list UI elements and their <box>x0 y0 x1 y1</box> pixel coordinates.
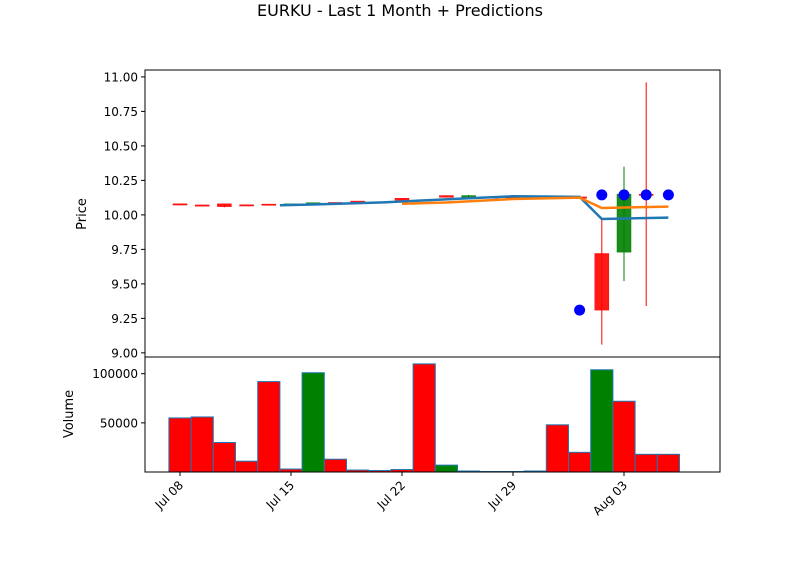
volume-bars <box>168 363 680 473</box>
volume-y-tick-label: 50000 <box>100 416 138 430</box>
price-y-tick-label: 10.75 <box>104 105 138 119</box>
volume-y-tick-label: 100000 <box>92 367 138 381</box>
volume-bar <box>545 424 569 473</box>
candle <box>594 219 610 345</box>
volume-bar <box>168 417 192 473</box>
x-tick-label: Aug 03 <box>590 478 630 518</box>
candle <box>217 203 232 208</box>
volume-bar <box>568 451 592 473</box>
candle <box>439 195 454 198</box>
candle-body <box>172 203 188 206</box>
candle <box>394 198 410 201</box>
volume-bar <box>257 381 281 473</box>
candle-body <box>594 253 610 311</box>
candle-body <box>394 198 410 201</box>
candle-body <box>239 204 254 207</box>
volume-bar <box>634 453 658 473</box>
forecast-line-2 <box>401 196 669 210</box>
price-y-tick-label: 10.25 <box>104 174 138 188</box>
x-tick-label: Jul 15 <box>263 478 297 512</box>
x-tick-label: Jul 08 <box>152 478 186 512</box>
price-y-tick-label: 10.50 <box>104 139 138 153</box>
price-y-tick-label: 11.00 <box>104 70 138 84</box>
price-y-tick-label: 9.50 <box>111 277 138 291</box>
x-ticks: Jul 08 Jul 15 Jul 22 Jul 29 Aug 03 <box>152 472 630 518</box>
volume-bar <box>212 442 237 473</box>
candle <box>194 204 210 207</box>
candle <box>172 203 188 206</box>
volume-bar <box>301 372 325 473</box>
price-y-ticks: 9.00 9.25 9.50 9.75 10.00 10.25 10.50 10.75 11.0… <box>104 70 145 360</box>
volume-bar <box>656 453 680 473</box>
candle <box>261 203 277 206</box>
x-tick-label: Jul 22 <box>374 478 408 512</box>
price-y-tick-label: 10.00 <box>104 208 138 222</box>
volume-bar <box>612 400 636 473</box>
prediction-point <box>662 189 674 201</box>
candle-body <box>616 193 632 253</box>
candle-body <box>194 204 210 207</box>
volume-bar <box>190 416 214 473</box>
chart-title: EURKU - Last 1 Month + Predictions <box>257 1 543 20</box>
volume-bar <box>235 460 259 473</box>
prediction-point <box>596 189 608 201</box>
candle-body <box>217 203 232 207</box>
price-plot-area <box>145 70 720 357</box>
price-y-label: Price <box>75 198 90 230</box>
candle-body <box>439 195 454 198</box>
forecast-line-1 <box>279 195 669 221</box>
candle <box>239 204 254 207</box>
volume-y-ticks: 50000 100000 <box>92 367 145 430</box>
volume-bar <box>323 458 347 473</box>
candle-body <box>261 203 277 206</box>
volume-bar <box>412 363 436 473</box>
price-y-tick-label: 9.00 <box>111 346 138 360</box>
volume-bar <box>434 464 458 473</box>
price-panel: 9.00 9.25 9.50 9.75 10.00 10.25 10.50 10.75 11.0… <box>75 69 721 360</box>
volume-panel: 50000 100000 Volume <box>62 356 721 473</box>
volume-plot-frame <box>144 356 721 473</box>
prediction-points <box>574 189 674 316</box>
volume-y-label: Volume <box>62 390 77 438</box>
price-y-tick-label: 9.25 <box>111 312 138 326</box>
volume-bar <box>590 369 614 473</box>
price-y-tick-label: 9.75 <box>111 243 138 257</box>
prediction-point <box>574 304 586 316</box>
prediction-point <box>640 189 652 201</box>
prediction-point <box>618 189 630 201</box>
x-tick-label: Jul 29 <box>485 478 519 512</box>
